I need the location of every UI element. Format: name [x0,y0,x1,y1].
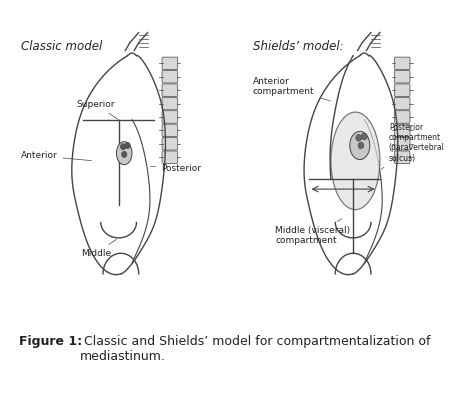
Text: Anterior: Anterior [21,151,91,161]
FancyBboxPatch shape [394,70,410,83]
Circle shape [120,144,126,150]
Text: Middle (visceral)
compartment: Middle (visceral) compartment [275,219,350,245]
FancyBboxPatch shape [162,70,178,83]
FancyBboxPatch shape [162,111,178,123]
Text: Figure 1:: Figure 1: [18,335,82,348]
Circle shape [125,142,130,148]
FancyBboxPatch shape [394,124,410,137]
Ellipse shape [117,142,132,165]
Text: Shields’ model:: Shields’ model: [253,40,344,53]
Circle shape [361,133,367,140]
Text: Superior: Superior [76,100,118,120]
Circle shape [358,142,364,149]
FancyBboxPatch shape [394,84,410,96]
FancyBboxPatch shape [394,138,410,150]
Circle shape [121,151,127,158]
Text: Classic model: Classic model [21,40,102,53]
Text: Anterior
compartment: Anterior compartment [253,77,330,101]
Text: Posterior
compartment
(paravertebral
sulcus): Posterior compartment (paravertebral sul… [381,123,445,170]
FancyBboxPatch shape [394,97,410,110]
FancyBboxPatch shape [394,151,410,164]
Text: Classic and Shields’ model for compartmentalization of
mediastinum.: Classic and Shields’ model for compartme… [80,335,430,363]
FancyBboxPatch shape [162,151,178,164]
FancyBboxPatch shape [162,124,178,137]
FancyBboxPatch shape [394,57,410,70]
FancyBboxPatch shape [162,84,178,96]
Text: Middle: Middle [81,240,116,258]
FancyBboxPatch shape [162,138,178,150]
Ellipse shape [350,131,370,160]
FancyBboxPatch shape [162,57,178,70]
Text: Posterior: Posterior [150,164,201,173]
FancyBboxPatch shape [394,111,410,123]
FancyBboxPatch shape [162,97,178,110]
Circle shape [356,134,362,141]
Ellipse shape [331,112,380,210]
